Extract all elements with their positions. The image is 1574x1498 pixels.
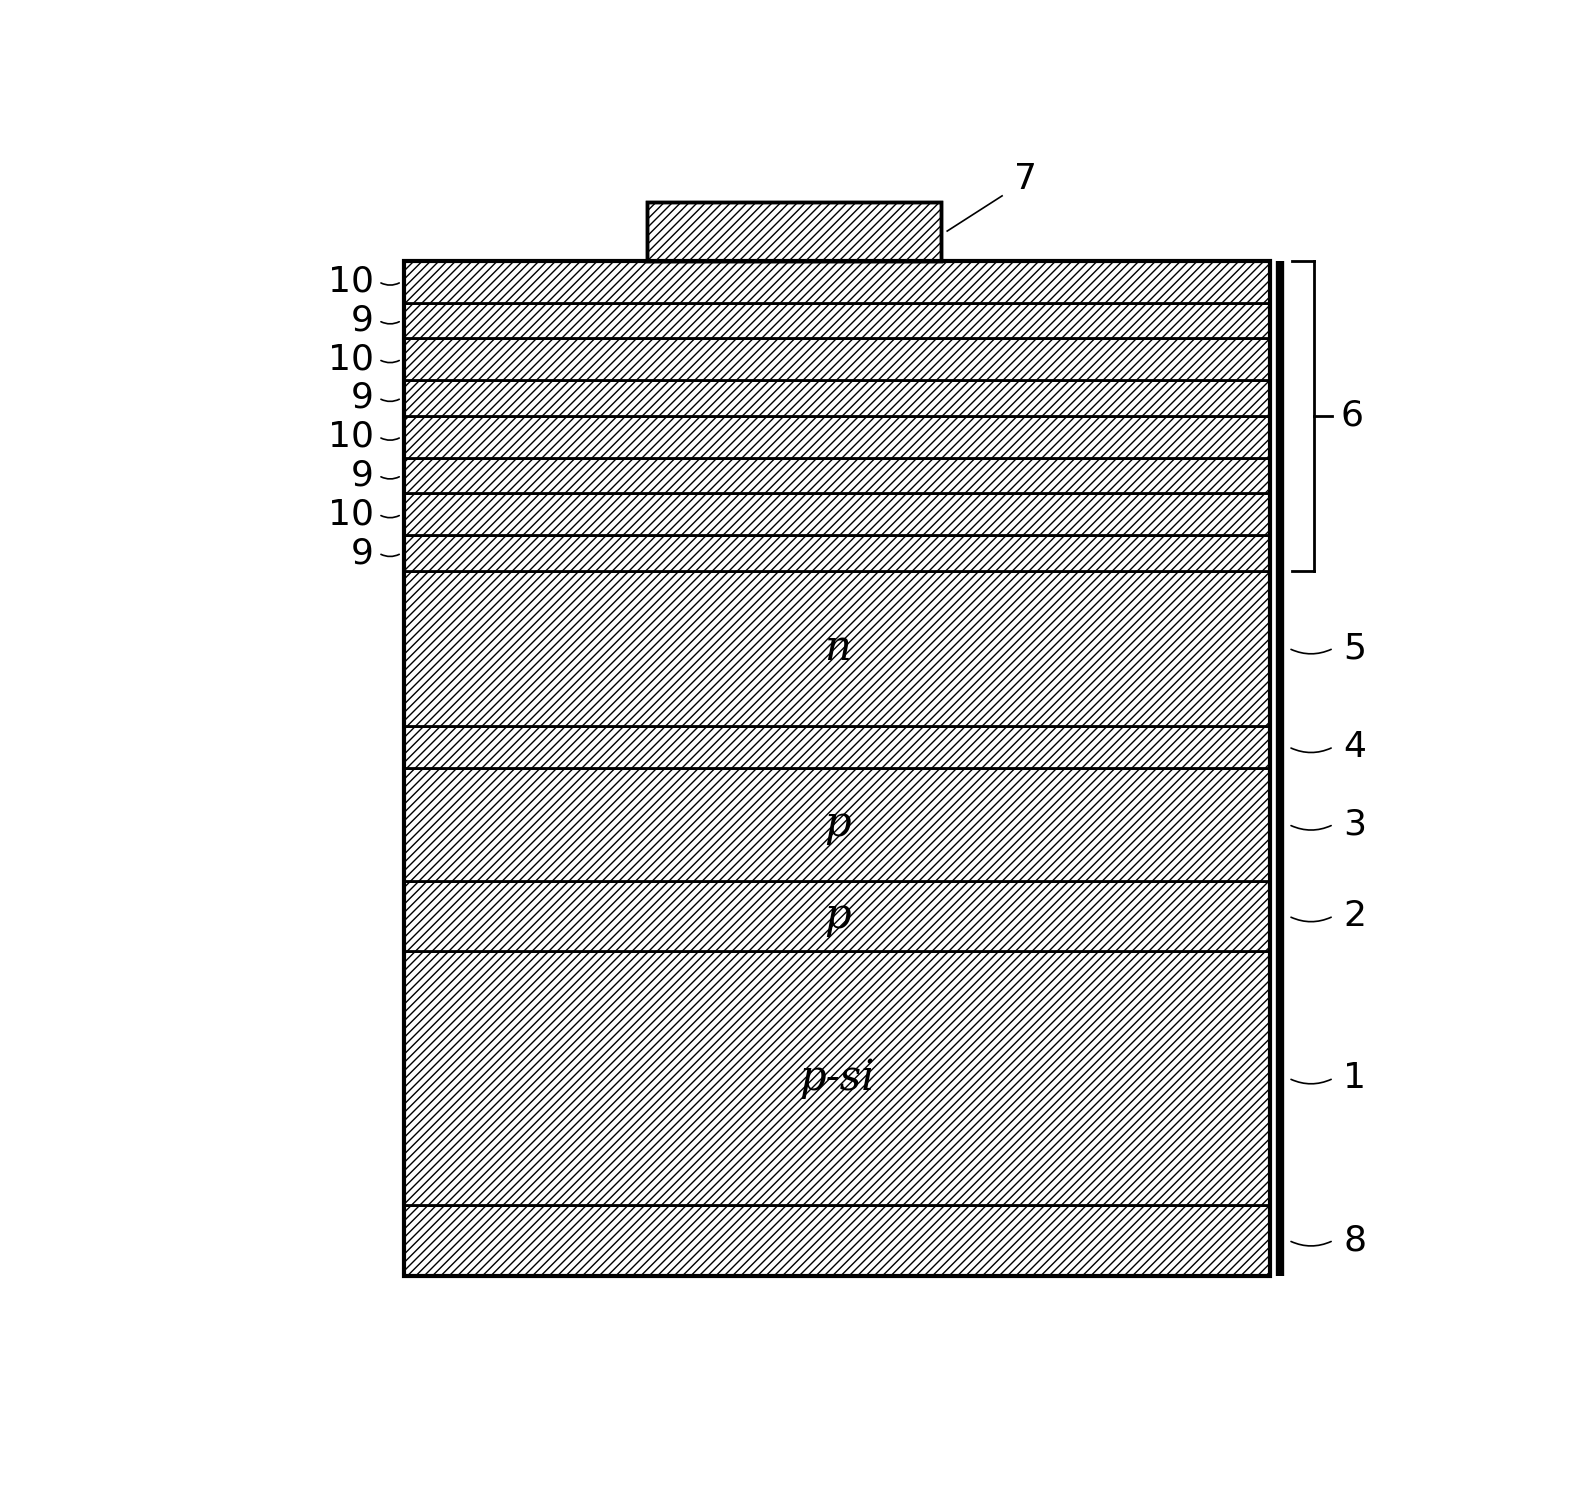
Bar (405, 380, 1270, 415)
Text: 7: 7 (1014, 162, 1037, 196)
Text: p: p (823, 803, 850, 845)
Bar (647, 202, 941, 261)
Text: 4: 4 (1344, 730, 1366, 764)
Text: 9: 9 (351, 380, 373, 415)
Bar (405, 951, 1270, 1204)
Bar (405, 1204, 1270, 1276)
Bar (405, 261, 1270, 1276)
Text: p-si: p-si (800, 1058, 875, 1100)
Text: n: n (823, 628, 850, 670)
Text: 5: 5 (1344, 631, 1366, 665)
Bar (405, 725, 1270, 768)
Text: 3: 3 (1344, 807, 1366, 842)
Bar (405, 458, 1270, 493)
Text: p: p (823, 894, 850, 938)
Text: 8: 8 (1344, 1224, 1366, 1257)
Bar (405, 339, 1270, 380)
Bar (405, 881, 1270, 951)
Bar (647, 202, 941, 261)
Text: 10: 10 (327, 342, 373, 376)
Bar (405, 493, 1270, 535)
Text: 2: 2 (1344, 899, 1366, 933)
Bar (405, 535, 1270, 571)
Text: 10: 10 (327, 497, 373, 532)
Text: 9: 9 (351, 304, 373, 337)
Text: 1: 1 (1344, 1061, 1366, 1095)
Bar (405, 261, 1270, 303)
Text: 10: 10 (327, 419, 373, 454)
Text: 6: 6 (1341, 398, 1365, 433)
Bar (405, 303, 1270, 339)
Bar (405, 415, 1270, 458)
Bar (405, 768, 1270, 881)
Text: 9: 9 (351, 458, 373, 493)
Bar (405, 571, 1270, 725)
Text: 10: 10 (327, 265, 373, 298)
Text: 9: 9 (351, 536, 373, 571)
